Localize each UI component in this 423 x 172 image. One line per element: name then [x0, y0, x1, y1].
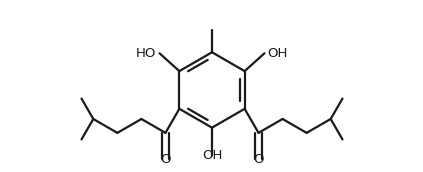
Text: HO: HO [136, 47, 157, 60]
Text: OH: OH [267, 47, 288, 60]
Text: O: O [253, 153, 264, 166]
Text: O: O [160, 153, 171, 166]
Text: OH: OH [202, 149, 222, 162]
